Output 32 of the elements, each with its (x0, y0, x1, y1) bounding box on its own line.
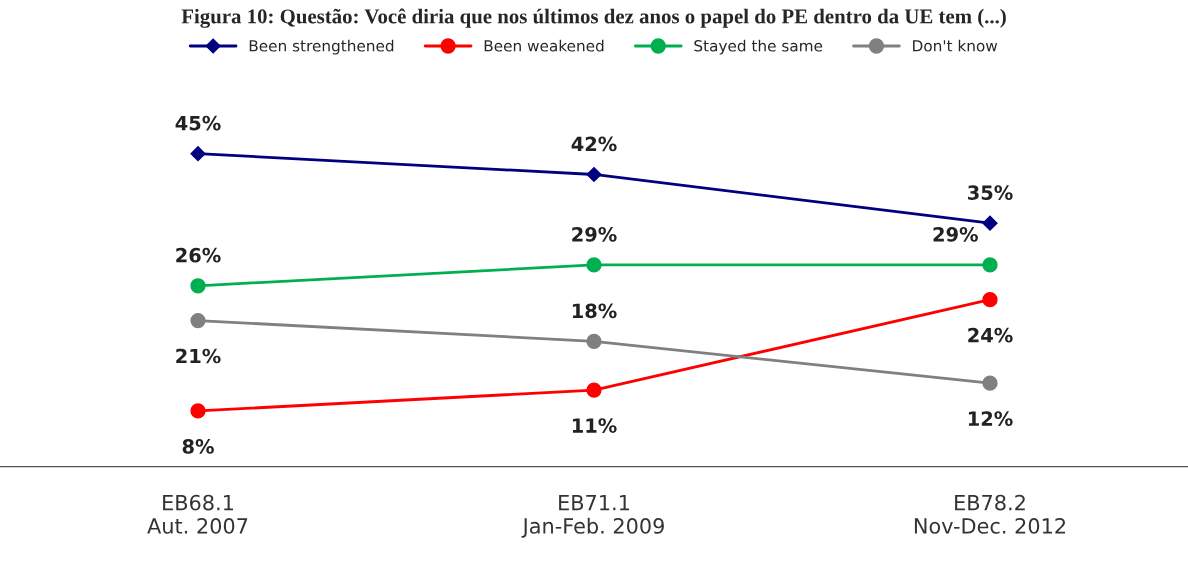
point (586, 382, 602, 398)
point (982, 375, 998, 391)
point (190, 278, 206, 294)
data-label: 26% (176, 247, 221, 263)
x-tick-label: EB68.1 Aut. 2007 (147, 494, 248, 534)
point (586, 333, 602, 350)
data-label: 11% (572, 418, 617, 433)
x-tick-label: EB78.2 Nov-Dec. 2012 (914, 494, 1066, 534)
data-label: 21% (176, 348, 221, 364)
x-tick-label: EB71.1 Jan-Feb. 2009 (521, 495, 664, 538)
data-label: 12% (968, 411, 1013, 426)
chart-title: Figura 10: Questão: Você diria que nos últimos dez anos o papel do PE dentro da UE tem (...) (181, 8, 1006, 28)
data-label: 24% (968, 327, 1013, 343)
point (586, 166, 602, 183)
data-label: 42% (571, 136, 617, 152)
point (982, 292, 998, 308)
point (190, 312, 206, 329)
data-label: 35% (968, 185, 1013, 200)
data-label: 29% (572, 226, 617, 242)
point (190, 146, 206, 162)
data-label: 8% (182, 439, 214, 454)
point (982, 257, 998, 273)
point (190, 403, 206, 419)
legend-label: Don't know (913, 39, 998, 52)
point (586, 257, 602, 273)
data-label: 45% (175, 115, 221, 131)
data-label: 29% (933, 226, 978, 242)
legend-label: Stayed the same (694, 39, 823, 55)
point (982, 215, 998, 231)
legend-label: Been weakened (484, 39, 604, 52)
legend-label: Been strengthened (249, 39, 394, 55)
data-label: 18% (572, 303, 617, 319)
